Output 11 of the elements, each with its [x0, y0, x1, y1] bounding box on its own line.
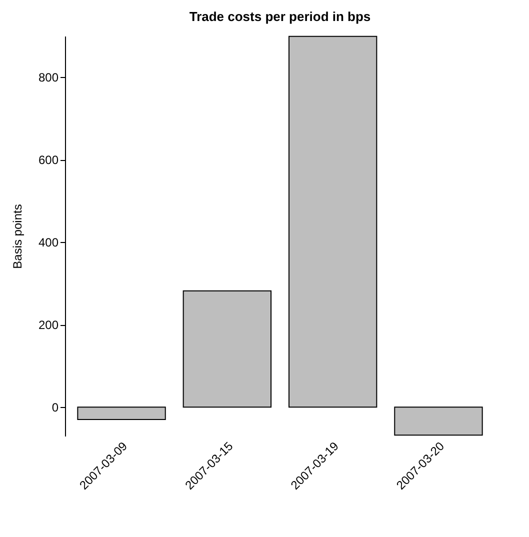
bar	[182, 290, 272, 408]
y-tick-label: 600	[38, 153, 59, 168]
chart-title: Trade costs per period in bps	[189, 8, 371, 24]
y-tick-label: 200	[38, 318, 59, 332]
bar	[394, 406, 483, 436]
y-tick-label: 800	[38, 70, 59, 85]
y-tick-label: 0	[52, 400, 59, 415]
bar	[77, 406, 166, 420]
bar	[288, 36, 378, 408]
y-axis-title: Basis points	[10, 204, 24, 269]
y-tick-label: 400	[38, 236, 59, 250]
